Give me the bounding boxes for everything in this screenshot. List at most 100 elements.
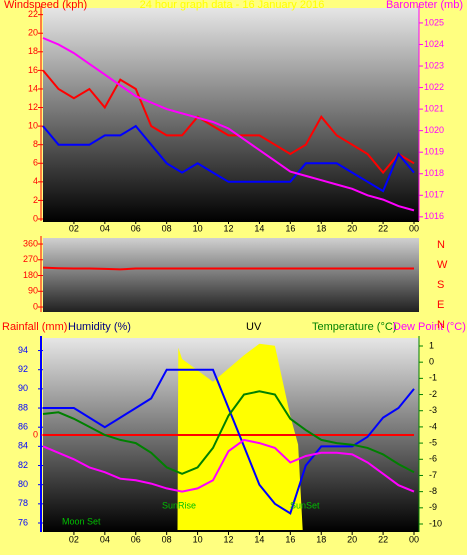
dew-label: Dew Point (°C) bbox=[393, 321, 466, 333]
series-line bbox=[42, 438, 415, 493]
y-tick-label: 18 bbox=[28, 46, 38, 56]
annotation: SunSet bbox=[290, 500, 320, 510]
x-tick-label: 14 bbox=[254, 534, 264, 544]
y-tick-label: 10 bbox=[28, 120, 38, 130]
y-tick-label: 6 bbox=[33, 158, 38, 168]
y2-tick-label: 1024 bbox=[424, 39, 444, 49]
y-tick-label: 88 bbox=[18, 402, 28, 412]
y2-tick-label: -9 bbox=[429, 502, 437, 512]
x-tick-label: 16 bbox=[285, 223, 295, 233]
direction-label: E bbox=[437, 299, 444, 311]
y-tick-label: 76 bbox=[18, 517, 28, 527]
y-tick-label: 94 bbox=[18, 345, 28, 355]
y2-tick-label: 1016 bbox=[424, 211, 444, 221]
rain-tick-label: 0 bbox=[33, 429, 38, 439]
annotation: Moon Set bbox=[62, 516, 101, 526]
direction-label: N bbox=[437, 239, 445, 251]
series-line bbox=[42, 37, 415, 212]
x-tick-label: 10 bbox=[193, 534, 203, 544]
y2-tick-label: 1022 bbox=[424, 82, 444, 92]
x-tick-label: 04 bbox=[100, 534, 110, 544]
y-tick-label: 2 bbox=[33, 195, 38, 205]
x-tick-label: 20 bbox=[347, 223, 357, 233]
y2-tick-label: -8 bbox=[429, 486, 437, 496]
x-tick-label: 22 bbox=[378, 534, 388, 544]
y-tick-label: 84 bbox=[18, 441, 28, 451]
x-tick-label: 22 bbox=[378, 223, 388, 233]
direction-label: W bbox=[437, 259, 448, 271]
y2-tick-label: -10 bbox=[429, 518, 442, 528]
y2-tick-label: -2 bbox=[429, 389, 437, 399]
x-tick-label: 00 bbox=[409, 534, 419, 544]
y-label: Windspeed (kph) bbox=[4, 0, 87, 11]
x-tick-label: 00 bbox=[409, 223, 419, 233]
y2-tick-label: 1020 bbox=[424, 125, 444, 135]
y-tick-label: 90 bbox=[18, 383, 28, 393]
y2-tick-label: -1 bbox=[429, 373, 437, 383]
y2-tick-label: 1 bbox=[429, 340, 434, 350]
y2-tick-label: 1021 bbox=[424, 103, 444, 113]
y2-tick-label: 1018 bbox=[424, 168, 444, 178]
y2-tick-label: -5 bbox=[429, 437, 437, 447]
x-tick-label: 06 bbox=[131, 534, 141, 544]
plot-area bbox=[43, 8, 419, 222]
series-line bbox=[42, 390, 415, 475]
y-tick-label: 180 bbox=[23, 270, 38, 280]
y-tick-label: 80 bbox=[18, 479, 28, 489]
x-tick-label: 06 bbox=[131, 223, 141, 233]
y2-label: Temperature (°C) bbox=[312, 321, 396, 333]
y-tick-label: 82 bbox=[18, 460, 28, 470]
y-tick-label: 22 bbox=[28, 9, 38, 19]
y2-tick-label: -6 bbox=[429, 454, 437, 464]
x-tick-label: 20 bbox=[347, 534, 357, 544]
x-tick-label: 02 bbox=[69, 534, 79, 544]
y-tick-label: 8 bbox=[33, 139, 38, 149]
y-tick-label: 92 bbox=[18, 364, 28, 374]
y2-tick-label: -3 bbox=[429, 405, 437, 415]
y-tick-label: 14 bbox=[28, 83, 38, 93]
x-tick-label: 10 bbox=[193, 223, 203, 233]
x-tick-label: 18 bbox=[316, 223, 326, 233]
y2-label: Barometer (mb) bbox=[386, 0, 463, 11]
y-tick-label: 78 bbox=[18, 498, 28, 508]
direction-label: N bbox=[437, 319, 445, 331]
y-tick-label: 360 bbox=[23, 238, 38, 248]
x-tick-label: 08 bbox=[162, 534, 172, 544]
x-tick-label: 02 bbox=[69, 223, 79, 233]
series-line bbox=[42, 124, 415, 193]
title: 24 hour graph data - 16 January 2016 bbox=[140, 0, 325, 11]
x-tick-label: 08 bbox=[162, 223, 172, 233]
x-tick-label: 16 bbox=[285, 534, 295, 544]
annotation: SunRise bbox=[162, 500, 196, 510]
series-line bbox=[42, 69, 415, 175]
y2-tick-label: -4 bbox=[429, 421, 437, 431]
x-tick-label: 04 bbox=[100, 223, 110, 233]
y-tick-label: 90 bbox=[28, 286, 38, 296]
y-tick-label: 0 bbox=[33, 301, 38, 311]
y2-tick-label: 1023 bbox=[424, 60, 444, 70]
annotation: Moon Rise bbox=[220, 516, 263, 526]
x-tick-label: 12 bbox=[223, 534, 233, 544]
series-line bbox=[42, 266, 414, 271]
y-tick-label: 270 bbox=[23, 254, 38, 264]
rain-label: Rainfall (mm) bbox=[2, 321, 67, 333]
y2-tick-label: 1017 bbox=[424, 190, 444, 200]
series-line bbox=[43, 368, 415, 515]
x-tick-label: 12 bbox=[223, 223, 233, 233]
x-tick-label: 14 bbox=[254, 223, 264, 233]
y-tick-label: 12 bbox=[28, 102, 38, 112]
x-tick-label: 18 bbox=[316, 534, 326, 544]
y-tick-label: 86 bbox=[18, 422, 28, 432]
y2-tick-label: 1019 bbox=[424, 147, 444, 157]
y-tick-label: 16 bbox=[28, 65, 38, 75]
y2-tick-label: 1025 bbox=[424, 17, 444, 27]
y-tick-label: 0 bbox=[33, 213, 38, 223]
y-tick-label: 4 bbox=[33, 176, 38, 186]
plot-area bbox=[43, 238, 419, 312]
y2-tick-label: 0 bbox=[429, 357, 434, 367]
y-label: Humidity (%) bbox=[68, 321, 131, 333]
y2-tick-label: -7 bbox=[429, 470, 437, 480]
direction-label: S bbox=[437, 279, 444, 291]
y-tick-label: 20 bbox=[28, 28, 38, 38]
